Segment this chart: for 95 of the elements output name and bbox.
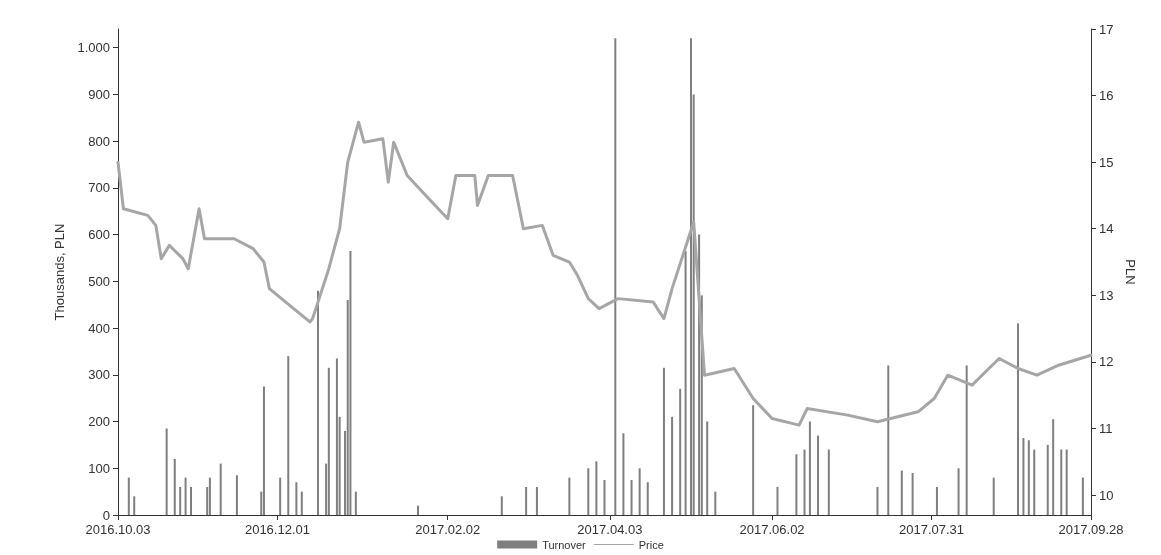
y-tick-label: 700: [88, 180, 110, 196]
bar: [876, 486, 879, 515]
bar: [957, 468, 960, 515]
bar: [714, 491, 717, 515]
bar: [614, 38, 617, 515]
bar: [173, 458, 176, 515]
bar: [235, 475, 238, 515]
bar: [300, 491, 303, 515]
bar: [646, 482, 649, 515]
bar: [679, 388, 682, 515]
bar: [803, 449, 806, 515]
y2-tick-label: 13: [1099, 287, 1114, 303]
bar: [684, 250, 687, 515]
bar: [354, 491, 357, 515]
bar: [638, 468, 641, 515]
bar: [887, 365, 890, 515]
bar: [752, 405, 755, 515]
bar: [1060, 449, 1063, 515]
bar: [1033, 449, 1036, 515]
bar: [184, 477, 187, 515]
y-tick-label: 800: [88, 133, 110, 149]
bar: [827, 449, 830, 515]
bar: [817, 435, 820, 515]
bar: [568, 477, 571, 515]
bar: [671, 416, 674, 515]
y-tick-label: 100: [88, 460, 110, 476]
bar: [622, 433, 625, 515]
bar: [689, 38, 692, 515]
bar: [262, 386, 265, 515]
bar: [317, 290, 320, 515]
bar: [349, 250, 352, 515]
bar: [525, 486, 528, 515]
bar: [179, 486, 182, 515]
bar: [133, 496, 136, 515]
y-tick-label: 1.000: [77, 40, 110, 56]
x-tick-label: 2017.09.28: [1058, 522, 1124, 537]
x-tick-label: 2017.04.03: [577, 522, 643, 537]
y2-tick-label: 14: [1099, 221, 1114, 237]
bar: [1046, 444, 1049, 515]
legend-label: Price: [638, 538, 664, 551]
bar: [706, 421, 709, 515]
bar: [595, 461, 598, 515]
y2-tick-label: 12: [1099, 354, 1114, 370]
y-tick-label: 200: [88, 414, 110, 430]
bar: [208, 477, 211, 515]
y2-tick-label: 16: [1099, 88, 1114, 104]
bar: [417, 505, 420, 515]
bar: [900, 470, 903, 515]
bar: [295, 482, 298, 515]
bar: [603, 479, 606, 515]
bar: [630, 479, 633, 515]
y2-axis-title: PLN: [1123, 259, 1139, 285]
bar: [165, 428, 168, 515]
bar: [279, 477, 282, 515]
y-tick-label: 400: [88, 320, 110, 336]
bar: [500, 496, 503, 515]
bar: [327, 367, 330, 515]
bar: [287, 356, 290, 515]
y2-tick-label: 10: [1099, 487, 1114, 503]
bar: [1027, 440, 1030, 515]
bar: [965, 365, 968, 515]
y-tick-label: 0: [102, 507, 110, 523]
y-axis-title: Thousands, PLN: [52, 223, 67, 321]
x-tick-label: 2016.12.01: [244, 522, 310, 537]
line-series: [116, 120, 1093, 427]
y2-tick-label: 15: [1099, 154, 1114, 170]
bar: [662, 367, 665, 515]
bar: [219, 463, 222, 515]
bar: [911, 472, 914, 515]
bar: [935, 486, 938, 515]
bar: [1052, 419, 1055, 515]
bar: [992, 477, 995, 515]
y2-tick-label: 11: [1099, 420, 1113, 436]
y-tick-label: 600: [88, 227, 110, 243]
bar: [127, 477, 130, 515]
legend-label: Turnover: [542, 538, 587, 551]
bar: [808, 421, 811, 515]
x-tick-label: 2017.06.02: [739, 522, 805, 537]
x-tick-label: 2017.02.02: [415, 522, 481, 537]
x-tick-label: 2017.07.31: [899, 522, 965, 537]
bar: [1065, 449, 1068, 515]
bar: [1022, 437, 1025, 515]
bar: [776, 486, 779, 515]
bar: [335, 358, 338, 515]
x-tick-label: 2016.10.03: [85, 522, 151, 537]
y-tick-label: 300: [88, 367, 110, 383]
bar: [587, 468, 590, 515]
bar: [795, 454, 798, 515]
bar: [1081, 477, 1084, 515]
y2-tick-label: 17: [1099, 21, 1114, 37]
bar: [535, 486, 538, 515]
bar: [1017, 323, 1020, 515]
y-tick-label: 900: [88, 86, 110, 102]
y-tick-label: 500: [88, 273, 110, 289]
bar: [189, 486, 192, 515]
